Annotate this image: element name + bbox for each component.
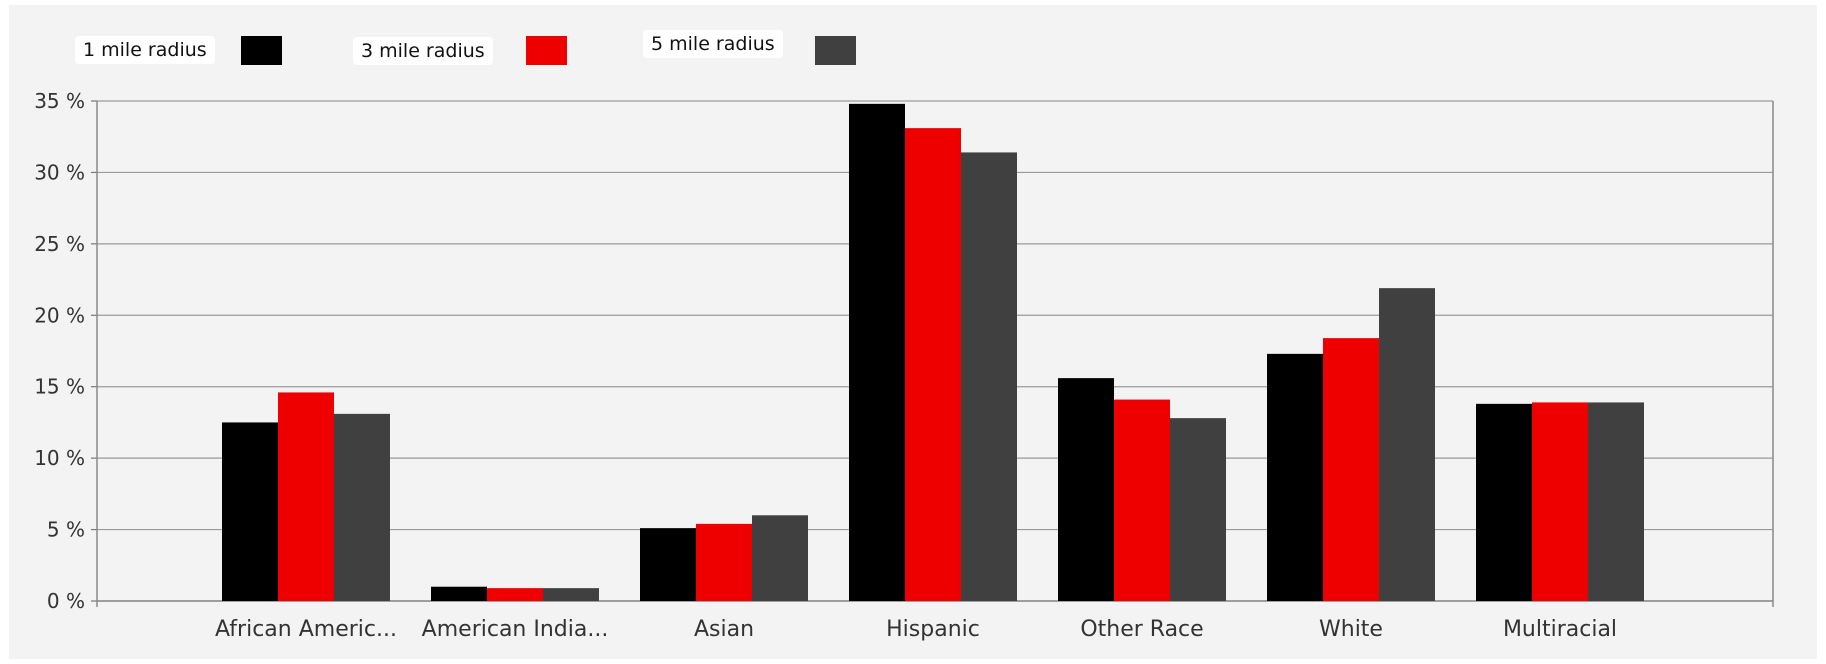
bar-1-mile-radius — [222, 422, 278, 601]
x-category-label: Other Race — [1080, 617, 1203, 642]
chart-panel: 0 % 5 % 10 % 15 % 20 % 25 % 30 % 35 % African Am… — [9, 5, 1817, 659]
bar-chart: 0 % 5 % 10 % 15 % 20 % 25 % 30 % 35 % African Am… — [34, 89, 1774, 642]
bar-5-mile-radius — [752, 515, 808, 601]
bar-5-mile-radius — [1379, 288, 1435, 601]
bar-3-mile-radius — [487, 588, 543, 601]
legend-swatch-1-mile — [241, 36, 282, 65]
y-tick-label: 35 % — [34, 89, 85, 113]
y-tick-label: 10 % — [34, 446, 85, 470]
bar-5-mile-radius — [543, 588, 599, 601]
bar-1-mile-radius — [849, 103, 905, 601]
bar-5-mile-radius — [961, 152, 1017, 601]
bar-1-mile-radius — [431, 586, 487, 601]
y-tick-label: 25 % — [34, 232, 85, 256]
bar-1-mile-radius — [1267, 353, 1323, 601]
bar-3-mile-radius — [1532, 402, 1588, 601]
y-tick-label: 5 % — [47, 518, 85, 542]
bar-3-mile-radius — [905, 128, 961, 601]
legend-label-1-mile: 1 mile radius — [75, 36, 215, 64]
y-tick-label: 0 % — [47, 589, 85, 613]
legend-label-5-mile: 5 mile radius — [643, 30, 783, 58]
bar-3-mile-radius — [696, 523, 752, 601]
y-tick-label: 30 % — [34, 160, 85, 184]
bar-5-mile-radius — [1170, 418, 1226, 601]
bar-3-mile-radius — [278, 392, 334, 601]
x-category-label: White — [1319, 617, 1383, 642]
bar-1-mile-radius — [640, 528, 696, 601]
y-tick-label: 20 % — [34, 303, 85, 327]
bar-3-mile-radius — [1114, 399, 1170, 601]
x-category-label: American India... — [422, 617, 609, 642]
bar-5-mile-radius — [334, 413, 390, 601]
x-category-label: Asian — [694, 617, 754, 642]
legend-swatch-3-mile — [526, 36, 567, 65]
x-category-label: African Americ... — [215, 617, 397, 642]
bar-1-mile-radius — [1058, 378, 1114, 601]
legend-swatch-5-mile — [815, 36, 856, 65]
bar-3-mile-radius — [1323, 338, 1379, 601]
bar-5-mile-radius — [1588, 402, 1644, 601]
x-category-label: Multiracial — [1503, 617, 1617, 642]
y-tick-label: 15 % — [34, 375, 85, 399]
x-category-label: Hispanic — [886, 617, 980, 642]
legend-label-3-mile: 3 mile radius — [353, 37, 493, 65]
bar-1-mile-radius — [1476, 403, 1532, 601]
